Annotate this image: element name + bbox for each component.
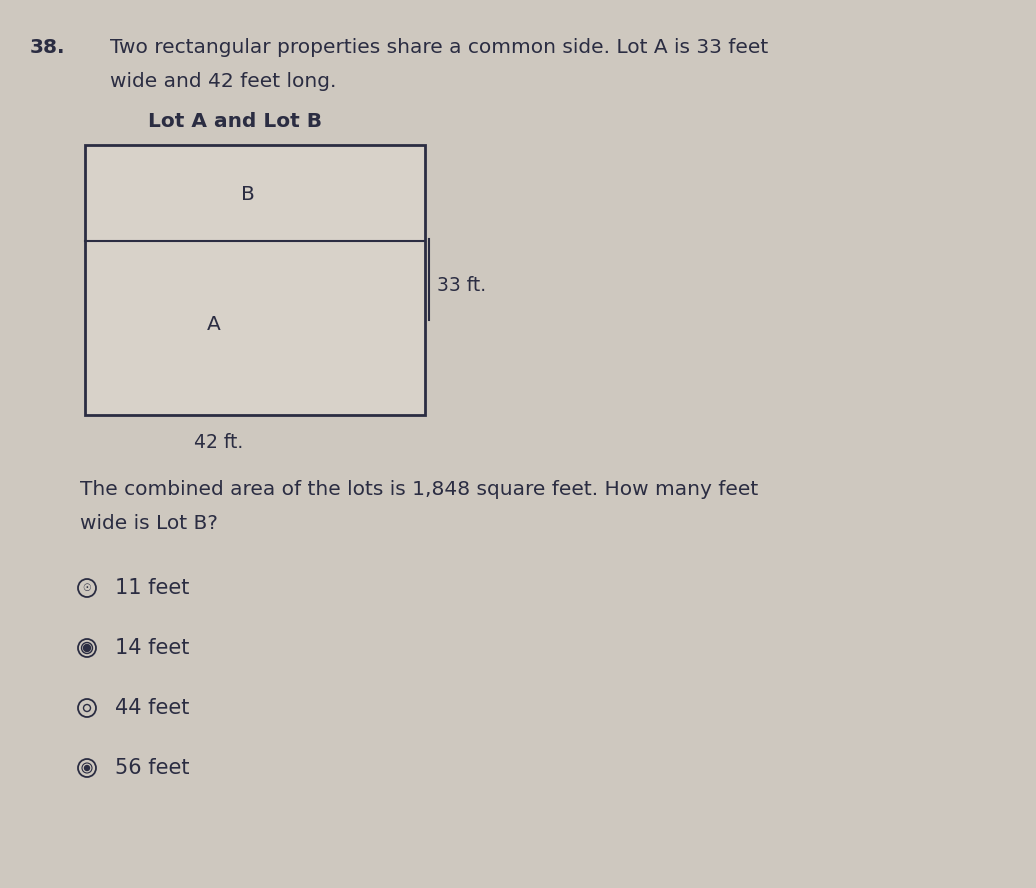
Text: A: A: [207, 315, 221, 334]
Text: Lot A and Lot B: Lot A and Lot B: [148, 112, 322, 131]
Text: Two rectangular properties share a common side. Lot A is 33 feet: Two rectangular properties share a commo…: [110, 38, 769, 57]
Text: 14 feet: 14 feet: [115, 638, 190, 658]
Bar: [85, 145, 425, 415]
Text: B: B: [241, 186, 255, 204]
Circle shape: [85, 765, 89, 771]
Text: wide is Lot B?: wide is Lot B?: [80, 514, 218, 533]
Text: The combined area of the lots is 1,848 square feet. How many feet: The combined area of the lots is 1,848 s…: [80, 480, 758, 499]
Text: ☉: ☉: [83, 583, 91, 593]
Text: 33 ft.: 33 ft.: [437, 275, 486, 295]
Circle shape: [84, 645, 90, 652]
Text: 44 feet: 44 feet: [115, 698, 190, 718]
Text: wide and 42 feet long.: wide and 42 feet long.: [110, 72, 337, 91]
Text: 38.: 38.: [30, 38, 65, 57]
Text: 42 ft.: 42 ft.: [194, 433, 243, 452]
Text: 11 feet: 11 feet: [115, 578, 190, 598]
Text: 56 feet: 56 feet: [115, 758, 190, 778]
